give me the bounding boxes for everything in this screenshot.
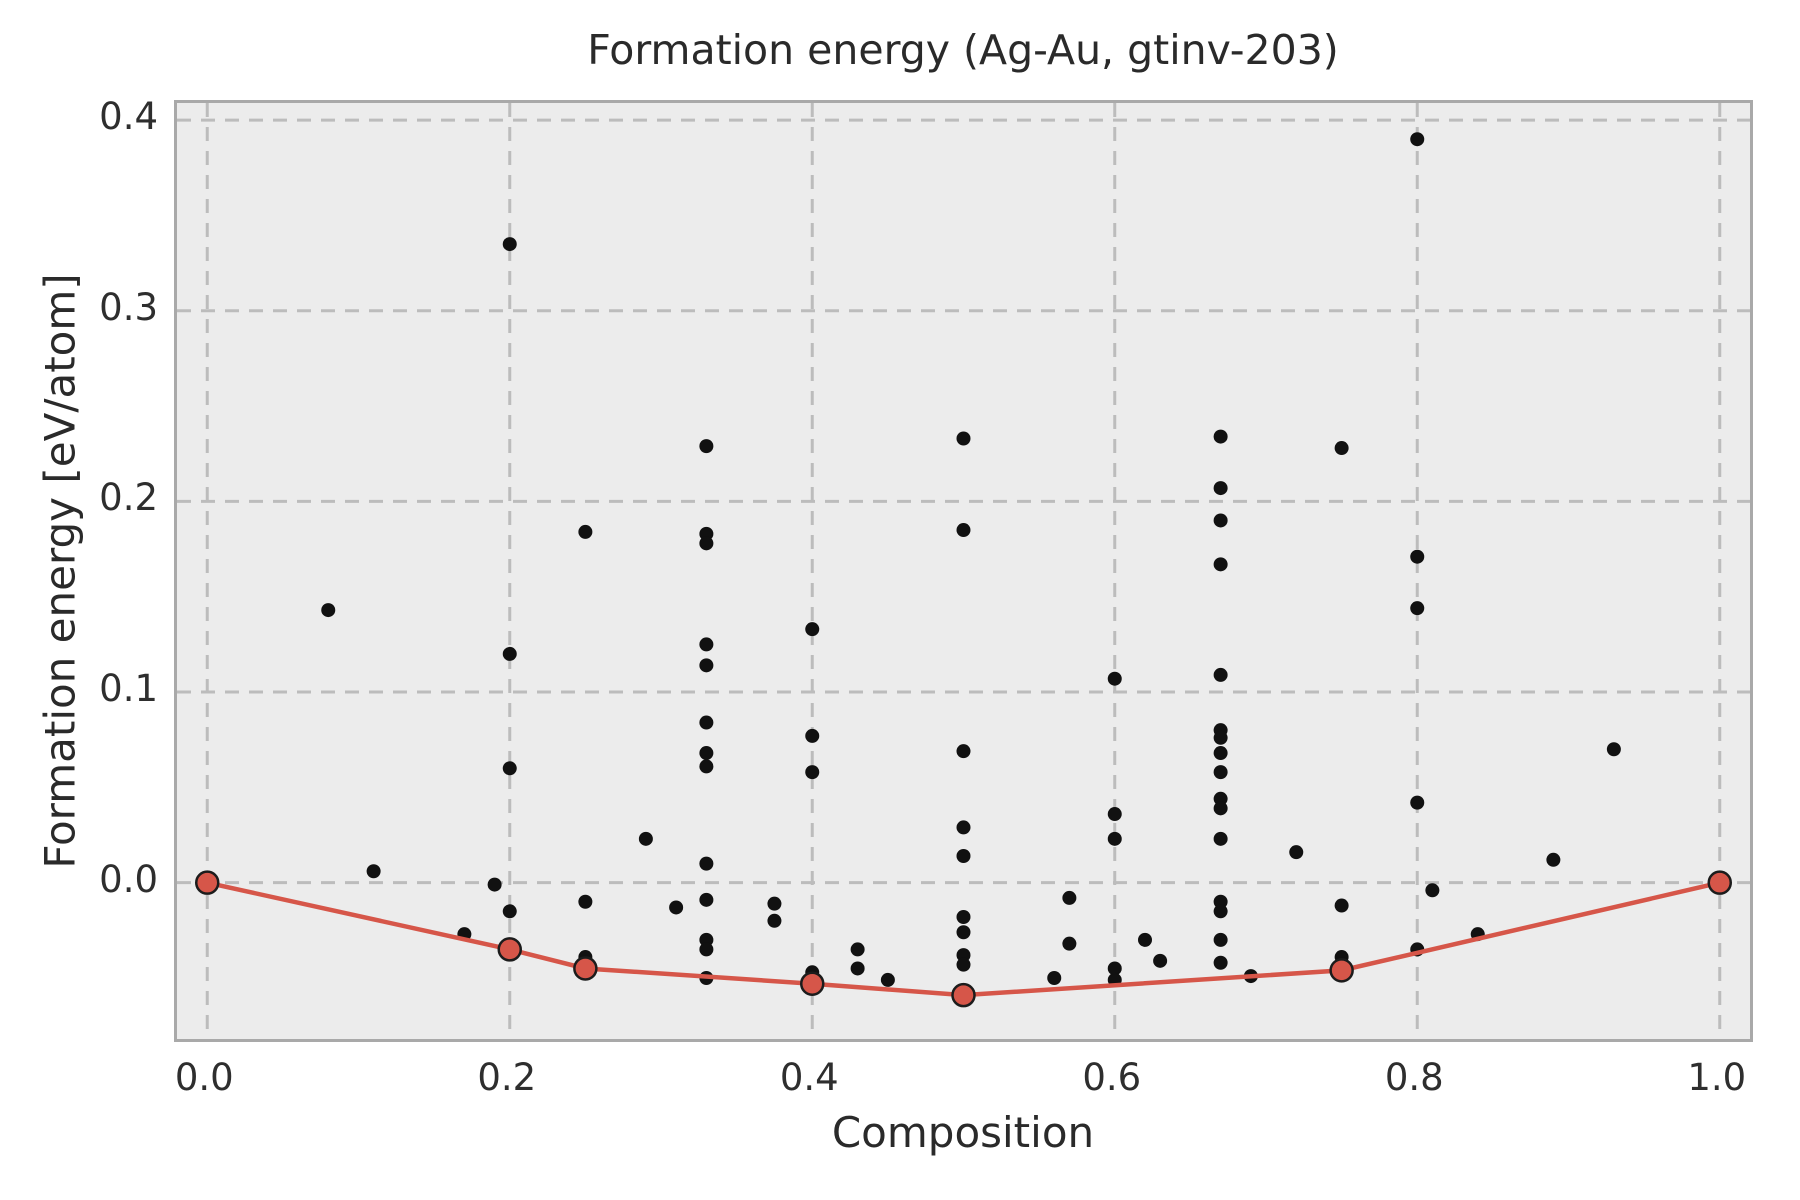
scatter-point — [1047, 970, 1062, 985]
scatter-point — [1107, 671, 1122, 686]
scatter-point — [767, 896, 782, 911]
scatter-point — [1289, 845, 1304, 860]
scatter-point — [487, 877, 502, 892]
hull-point — [800, 971, 825, 996]
scatter-point — [1213, 557, 1228, 572]
hull-point — [195, 870, 220, 895]
x-axis-label: Composition — [831, 1108, 1095, 1157]
scatter-point — [1107, 831, 1122, 846]
y-tick-label: 0.3 — [99, 285, 158, 329]
scatter-point — [956, 820, 971, 835]
y-tick-label: 0.0 — [99, 857, 158, 901]
hull-point — [573, 956, 598, 981]
scatter-point — [1410, 601, 1425, 616]
scatter-point — [1213, 955, 1228, 970]
y-tick-label: 0.2 — [99, 476, 158, 520]
scatter-point — [1213, 746, 1228, 761]
scatter-point — [1606, 742, 1621, 757]
scatter-point — [956, 431, 971, 446]
scatter-point — [805, 622, 820, 637]
scatter-point — [1107, 807, 1122, 822]
scatter-point — [1062, 936, 1077, 951]
scatter-point — [502, 237, 517, 252]
scatter-point — [805, 728, 820, 743]
x-tick-label: 0.4 — [779, 1056, 839, 1099]
scatter-point — [1546, 852, 1561, 867]
scatter-point — [850, 961, 865, 976]
y-tick-label: 0.1 — [99, 667, 158, 711]
scatter-point — [1213, 730, 1228, 745]
scatter-point — [669, 900, 684, 915]
scatter-point — [638, 831, 653, 846]
scatter-point — [1213, 831, 1228, 846]
scatter-point — [699, 759, 714, 774]
scatter-point — [502, 904, 517, 919]
scatter-point — [578, 524, 593, 539]
scatter-point — [699, 746, 714, 761]
scatter-point — [767, 913, 782, 928]
scatter-point — [1213, 904, 1228, 919]
scatter-point — [956, 909, 971, 924]
scatter-point — [1334, 898, 1349, 913]
plot-area — [174, 100, 1753, 1042]
scatter-point — [699, 715, 714, 730]
scatter-point — [1410, 795, 1425, 810]
x-tick-label: 0.0 — [174, 1056, 234, 1099]
scatter-point — [880, 972, 895, 987]
scatter-point — [1213, 429, 1228, 444]
scatter-point — [805, 765, 820, 780]
scatter-point — [1153, 953, 1168, 968]
scatter-point — [699, 892, 714, 907]
scatter-point — [699, 536, 714, 551]
scatter-point — [850, 942, 865, 957]
plot-svg — [177, 103, 1750, 1039]
x-tick-label: 1.0 — [1687, 1056, 1747, 1099]
hull-point — [951, 982, 976, 1008]
scatter-point — [1213, 481, 1228, 496]
scatter-point — [1410, 549, 1425, 564]
scatter-point — [956, 523, 971, 538]
hull-point — [497, 937, 522, 962]
scatter-point — [1213, 765, 1228, 780]
y-axis-label-text: Formation energy [eV/atom] — [35, 273, 85, 869]
x-tick-label: 0.2 — [477, 1056, 537, 1099]
chart-title: Formation energy (Ag-Au, gtinv-203) — [587, 26, 1339, 74]
scatter-point — [1410, 132, 1425, 147]
scatter-point — [1062, 890, 1077, 905]
scatter-point — [1334, 441, 1349, 456]
scatter-point — [699, 637, 714, 652]
hull-point — [1329, 958, 1354, 983]
scatter-point — [502, 761, 517, 776]
hull-point — [1707, 870, 1732, 895]
y-tick-label: 0.4 — [99, 95, 158, 139]
scatter-point — [1213, 932, 1228, 947]
scatter-point — [1213, 513, 1228, 528]
scatter-point — [699, 942, 714, 957]
scatter-point — [321, 603, 336, 618]
scatter-point — [956, 744, 971, 759]
scatter-point — [956, 848, 971, 863]
scatter-point — [699, 439, 714, 454]
scatter-point — [1213, 667, 1228, 682]
scatter-point — [699, 856, 714, 871]
scatter-point — [956, 957, 971, 972]
scatter-point — [1213, 801, 1228, 816]
scatter-point — [956, 925, 971, 940]
scatter-point — [1138, 932, 1152, 947]
scatter-point — [699, 658, 714, 673]
x-tick-label: 0.8 — [1384, 1056, 1444, 1099]
scatter-point — [366, 864, 381, 879]
x-tick-label: 0.6 — [1082, 1056, 1142, 1099]
scatter-point — [578, 894, 593, 909]
scatter-point — [502, 646, 517, 661]
scatter-point — [1107, 961, 1122, 976]
scatter-point — [1425, 883, 1440, 898]
